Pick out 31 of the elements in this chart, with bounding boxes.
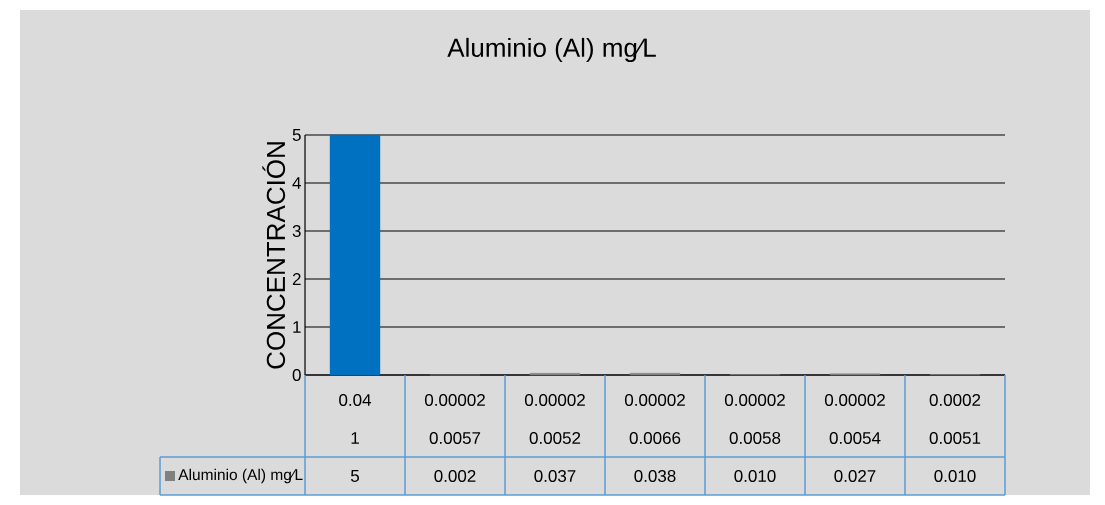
- text: 0.0054: [829, 431, 881, 445]
- chart-title: Aluminio (Al) mg⁄L: [447, 37, 656, 63]
- data-label: 5: [350, 470, 360, 482]
- x-tick-label: 0.00002: [824, 393, 885, 407]
- x-tick-label: 0.00002: [724, 393, 785, 407]
- y-tick-label: 1: [293, 321, 301, 333]
- data-label: 0.038: [634, 469, 676, 483]
- data-label: 0.010: [934, 469, 976, 483]
- text: 0.0058: [729, 431, 781, 445]
- data-label: 0.010: [734, 469, 776, 483]
- x-tick-label: 0.04: [339, 393, 372, 407]
- y-axis-title: CONCENTRACIÓN: [262, 142, 286, 369]
- y-tick-label: 0: [292, 368, 301, 382]
- text: 0.0066: [629, 431, 681, 445]
- text: 0.0051: [929, 431, 981, 445]
- legend-label: Aluminio (Al) mg⁄L: [178, 468, 303, 484]
- y-tick-label: 3: [292, 224, 301, 238]
- x-tick-label: 0.00002: [624, 393, 685, 407]
- data-label: 0.027: [834, 469, 876, 483]
- data-label: 0.002: [434, 469, 476, 483]
- y-tick-label: 5: [292, 129, 301, 141]
- x-tick-label: 0.00002: [524, 393, 585, 407]
- data-label: 0.037: [534, 469, 576, 483]
- y-tick-label: 2: [292, 273, 301, 285]
- bar: [329, 134, 381, 376]
- x-tick-label: 0.00002: [424, 393, 485, 407]
- y-tick-label: 4: [292, 177, 301, 189]
- text: 0.0052: [529, 431, 581, 445]
- x-tick-label: 0.0002: [929, 393, 981, 407]
- text: 0.0057: [429, 431, 481, 445]
- text: 1: [351, 432, 359, 444]
